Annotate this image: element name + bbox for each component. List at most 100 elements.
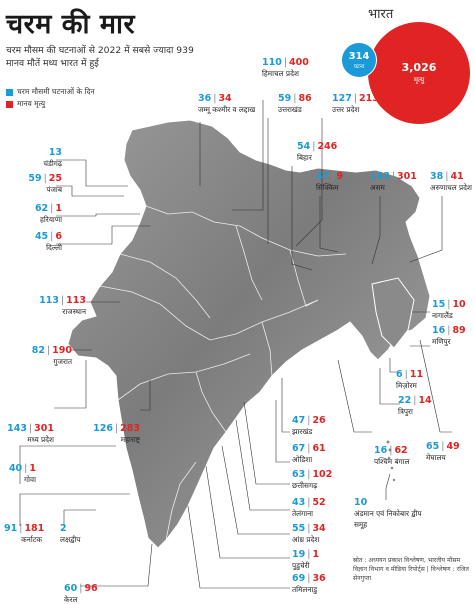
state-name: उत्तर प्रदेश xyxy=(332,105,360,114)
state-name: चंडीगढ़ xyxy=(43,159,62,168)
value-separator: | xyxy=(50,203,54,214)
event-days-value: 91 xyxy=(4,523,18,534)
state-name: तेलंगाना xyxy=(292,509,314,518)
value-separator: | xyxy=(50,231,54,242)
state-values: 6 | 11 xyxy=(396,369,423,380)
state-name: छत्तीसगढ़ xyxy=(292,481,318,490)
state-label-odisha: 67 | 61 ओडिशा xyxy=(292,440,326,465)
event-days-value: 10 xyxy=(354,497,368,508)
state-label-himachal: 110 | 400 हिमाचल प्रदेश xyxy=(262,54,309,79)
event-days-value: 36 xyxy=(198,93,212,104)
legend-label-deaths: मानव मृत्यु xyxy=(17,99,46,108)
event-days-value: 40 xyxy=(8,463,23,474)
state-name: झारखंड xyxy=(292,427,313,436)
state-name: आंध्र प्रदेश xyxy=(292,535,320,544)
state-label-maharashtra: 126 | 283 महाराष्ट्र xyxy=(60,420,140,445)
value-separator: | xyxy=(79,583,83,594)
value-separator: | xyxy=(307,497,311,508)
state-label-andaman: 10 अंडमान एवं निकोबार द्वीप समूह xyxy=(354,494,436,530)
event-days-value: 38 xyxy=(430,171,444,182)
state-name: गुजरात xyxy=(53,357,72,366)
state-label-karnataka: 91 | 181 कर्नाटक xyxy=(4,520,44,545)
value-separator: | xyxy=(24,463,28,474)
state-values: 22 | 14 xyxy=(398,395,432,406)
state-name: मध्य प्रदेश xyxy=(27,435,54,444)
state-values: 36 | 34 xyxy=(198,93,232,104)
state-values: 2 xyxy=(60,523,67,534)
state-values: 19 | 1 xyxy=(292,549,319,560)
state-label-sikkim: 47 | 9 सिक्किम xyxy=(316,168,343,193)
national-deaths-circle: 3,026 मृत्यु xyxy=(368,22,470,124)
event-days-value: 67 xyxy=(292,443,306,454)
state-values: 82 | 190 xyxy=(32,345,72,356)
event-days-value: 63 xyxy=(292,469,306,480)
state-label-lakshadweep: 2 लक्षद्वीप xyxy=(60,520,80,545)
state-label-goa: 40 | 1 गोवा xyxy=(6,460,36,485)
deaths-value: 213 xyxy=(359,93,379,104)
state-values: 47 | 9 xyxy=(316,171,343,182)
state-values: 63 | 102 xyxy=(292,469,332,480)
state-values: 13 xyxy=(49,147,62,158)
deaths-value: 301 xyxy=(34,423,54,434)
value-separator: | xyxy=(307,443,311,454)
state-values: 59 | 25 xyxy=(28,173,62,184)
state-label-nagaland: 15 | 10 नागालैंड xyxy=(432,296,466,321)
value-separator: | xyxy=(445,171,449,182)
state-values: 15 | 10 xyxy=(432,299,466,310)
andaman-islands xyxy=(386,440,396,482)
state-values: 43 | 52 xyxy=(292,497,326,508)
deaths-value: 14 xyxy=(418,395,432,406)
state-values: 143 | 301 xyxy=(370,171,417,182)
event-days-value: 43 xyxy=(292,497,306,508)
value-separator: | xyxy=(389,445,393,456)
national-days-value: 314 xyxy=(348,50,370,62)
page-title: चरम की मार xyxy=(6,9,136,40)
state-label-chhattisgarh: 63 | 102 छत्तीसगढ़ xyxy=(292,466,332,491)
state-values: 55 | 34 xyxy=(292,523,326,534)
national-deaths-value: 3,026 xyxy=(401,61,437,74)
state-values: 16 | 89 xyxy=(432,325,466,336)
value-separator: | xyxy=(307,573,311,584)
state-values: 67 | 61 xyxy=(292,443,326,454)
event-days-value: 62 xyxy=(34,203,49,214)
event-days-value: 45 xyxy=(34,231,49,242)
event-days-value: 143 xyxy=(370,171,390,182)
state-name: अरुणाचल प्रदेश xyxy=(430,183,472,192)
event-days-value: 55 xyxy=(292,523,306,534)
legend-item-days: चरम मौसमी घटनाओं के दिन xyxy=(6,86,95,98)
event-days-value: 16 xyxy=(374,445,388,456)
deaths-value: 34 xyxy=(312,523,326,534)
state-label-up: 127 | 213 उत्तर प्रदेश xyxy=(332,90,379,115)
legend-swatch-deaths xyxy=(6,100,13,108)
event-days-value: 60 xyxy=(64,583,78,594)
value-separator: | xyxy=(447,299,451,310)
event-days-value: 59 xyxy=(28,173,42,184)
state-label-tripura: 22 | 14 त्रिपुरा xyxy=(398,392,432,417)
state-values: 38 | 41 xyxy=(430,171,464,182)
state-label-chandigarh: 13 चंडीगढ़ xyxy=(6,144,62,169)
state-label-puducherry: 19 | 1 पुडुचेरी xyxy=(292,546,319,571)
state-name: बिहार xyxy=(297,153,312,162)
state-label-kerala: 60 | 96 केरल xyxy=(64,580,98,604)
state-label-bihar: 54 | 246 बिहार xyxy=(297,138,337,163)
state-name: असम xyxy=(370,183,385,192)
state-label-telangana: 43 | 52 तेलंगाना xyxy=(292,494,326,519)
value-separator: | xyxy=(441,441,445,452)
value-separator: | xyxy=(293,93,297,104)
state-name: दिल्ली xyxy=(46,243,62,252)
deaths-value: 113 xyxy=(66,295,86,306)
value-separator: | xyxy=(312,141,316,152)
state-name: पश्चिम बंगाल xyxy=(374,457,410,466)
state-values: 40 | 1 xyxy=(9,463,36,474)
legend-item-deaths: मानव मृत्यु xyxy=(6,98,95,110)
state-values: 54 | 246 xyxy=(297,141,337,152)
value-separator: | xyxy=(46,345,51,356)
state-values: 126 | 283 xyxy=(93,423,140,434)
state-name: मिज़ोरम xyxy=(396,381,417,390)
deaths-value: 96 xyxy=(84,583,98,594)
deaths-value: 11 xyxy=(409,369,424,380)
legend-label-days: चरम मौसमी घटनाओं के दिन xyxy=(17,87,95,96)
deaths-value: 10 xyxy=(452,299,466,310)
national-days-unit: घटना xyxy=(353,63,365,70)
state-name: पंजाब xyxy=(46,185,62,194)
